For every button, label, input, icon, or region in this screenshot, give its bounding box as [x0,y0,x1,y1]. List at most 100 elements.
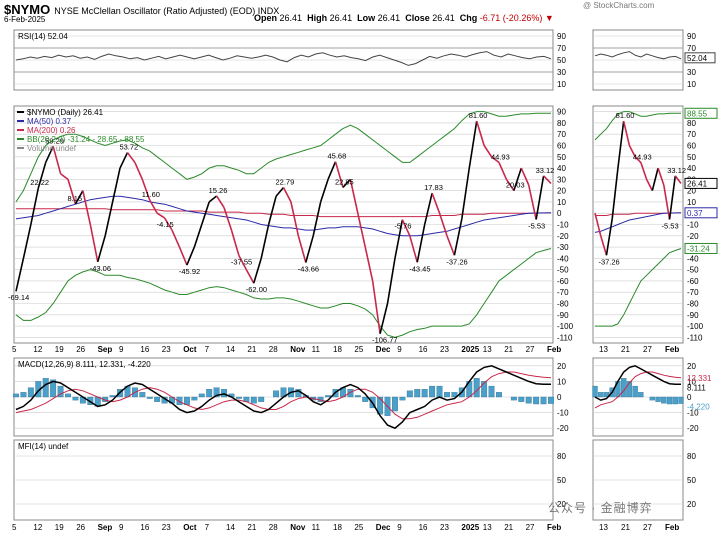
zoom-macd-histogram-bar [592,385,598,398]
main-zoom-y-tick-label: -10 [687,221,699,230]
x-tick-label: Sep [98,345,113,354]
macd-histogram-bar [436,385,443,398]
macd-histogram-bar [444,392,450,398]
price-segment [74,190,84,205]
zoom-x-tick-label: 21 [621,345,630,354]
price-segment [327,161,337,180]
x-tick-label: Nov [290,523,306,532]
main-zoom-y-tick-label: 50 [687,153,696,162]
x-tick-label: 9 [397,523,402,532]
macd-histogram-bar [176,396,183,405]
bb-upper-value-box [684,107,718,119]
price-segment [312,201,322,236]
ma-value-box [684,207,718,219]
macd-y-tick-label: 10 [557,377,566,386]
rsi-zoom-y-tick-label: 90 [687,32,696,41]
main-legend-entry: BB(20,2.0) -31.24 - 28.65 - 88.55 [27,135,145,144]
price-segment [44,145,54,163]
zoom-ma50-line [594,212,682,233]
price-segment [491,156,500,164]
price-segment [416,224,426,263]
price-segment [171,229,181,248]
main-y-tick-label: -100 [557,322,574,331]
x-tick-label: 9 [119,345,124,354]
rsi-line [15,51,552,66]
macd-histogram-bar [392,396,398,412]
macd-histogram-bar [421,389,428,398]
zoom-price-segment [651,167,659,191]
price-segment [104,201,114,236]
main-y-tick-label: 90 [557,108,566,117]
rsi-zoom-y-tick-label: 70 [687,44,696,53]
price-segment [290,201,300,236]
price-annotation: -37.55 [231,258,252,267]
price-value-box [684,177,718,189]
price-segment [178,246,188,266]
x-tick-label: 16 [140,345,149,354]
main-zoom-y-tick-label: 20 [687,187,696,196]
price-segment [37,162,47,189]
macd-histogram-bar [347,389,354,398]
zoom-x-tick-label: 27 [643,345,652,354]
ma50-line [15,195,552,237]
zoom-price-segment [634,156,642,164]
price-segment [52,146,62,174]
rsi-zoom-y-tick-label: 30 [687,68,696,77]
mfi-zoom-y-tick-label: 50 [687,476,696,485]
price-annotation: -43.06 [90,264,111,273]
zoom-price-segment [622,120,631,146]
main-y-tick-label: -60 [557,277,569,286]
price-segment [371,280,381,334]
macd-histogram-bar [258,396,265,402]
price-annotation: -45.92 [179,267,200,276]
x-tick-label: 2025 [461,523,479,532]
macd-histogram-bar [213,387,220,398]
low-label: Low [357,13,376,23]
price-segment [461,167,471,219]
price-annotation: 11.60 [142,190,160,199]
main-zoom-y-tick-label: -40 [687,254,699,263]
x-tick-label: 21 [504,345,513,354]
price-segment [409,235,419,263]
x-tick-label: 28 [269,523,278,532]
macd-histogram-bar [206,389,213,398]
x-tick-label: 28 [269,345,278,354]
price-annotation: -43.66 [298,264,319,273]
main-zoom-y-tick-label: -70 [687,288,699,297]
price-annotation: -5.76 [394,222,411,231]
macd-histogram-bar [518,396,525,402]
rsi-zoom-line [594,51,682,60]
zoom-macd-histogram-bar [672,396,678,405]
zoom-macd-histogram-bar [649,396,655,401]
macd-histogram-bar [221,389,227,398]
price-annotation: -106.77 [372,336,397,345]
x-tick-label: 9 [397,345,402,354]
mfi-zoom-y-tick-label: 20 [687,500,696,509]
macd-zoom-y-tick-label: -20 [687,424,699,433]
x-tick-label: 25 [354,345,363,354]
price-annotation: 17.83 [424,183,443,192]
x-tick-label: Oct [183,345,197,354]
price-segment [89,224,99,262]
x-tick-label: 21 [504,523,513,532]
price-segment [379,303,389,334]
macd-histogram-bar [72,396,79,401]
price-segment [111,167,121,203]
price-segment [30,187,40,225]
price-segment [15,258,25,292]
mfi-legend: MFI(14) undef [18,442,69,451]
zoom-price-segment [640,162,648,180]
x-tick-label: 11 [312,345,321,354]
macd-hist-value: -4.220 [687,403,710,412]
macd-histogram-bar [235,396,242,399]
price-segment [475,120,485,146]
main-legend-entry: $NYMO (Daily) 26.41 [27,108,104,117]
ohlc-readout: Open 26.41 High 26.41 Low 26.41 Close 26… [254,13,554,23]
macd-histogram-bar [273,390,280,398]
mfi-y-tick-label: 50 [557,476,566,485]
macd-y-tick-label: -20 [557,424,569,433]
price-segment [542,175,552,184]
macd-histogram-bar [510,396,517,401]
main-zoom-y-tick-label: 40 [687,164,696,173]
